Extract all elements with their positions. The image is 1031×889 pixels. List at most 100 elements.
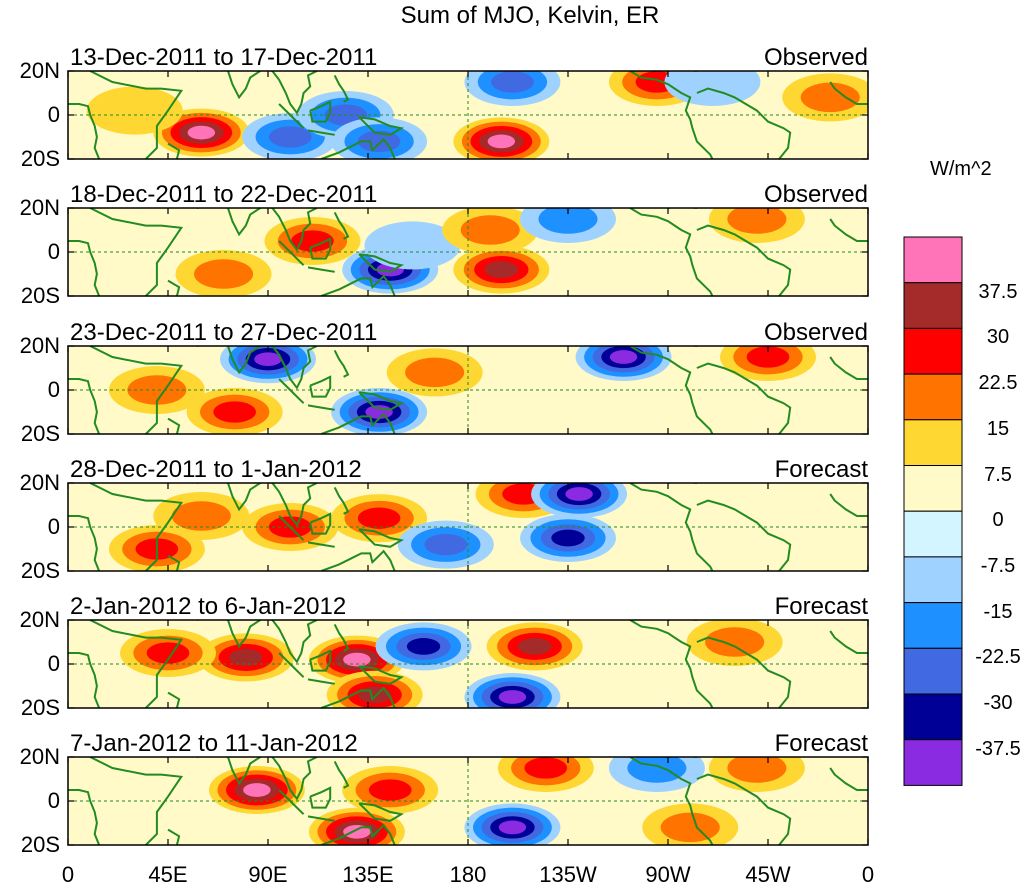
coastline — [278, 378, 305, 404]
anomaly-blob — [464, 673, 561, 708]
colorbar-swatch — [903, 556, 963, 604]
panel-status: Forecast — [774, 456, 868, 483]
colorbar-swatch — [903, 739, 963, 786]
lon-tick-label: 135E — [342, 862, 394, 887]
coastline — [89, 620, 184, 708]
coastline — [307, 129, 335, 136]
panel-date-range: 18-Dec-2011 to 22-Dec-2011 — [70, 181, 378, 208]
anomaly-contour — [524, 757, 568, 779]
anomaly-contour — [406, 638, 441, 655]
coastline — [89, 757, 184, 845]
anomaly-contour — [538, 208, 598, 234]
coastline — [629, 757, 714, 845]
coastline — [320, 412, 396, 434]
anomaly-contour — [405, 357, 465, 388]
coastline — [629, 483, 714, 571]
anomaly-contour — [491, 71, 534, 93]
anomaly-blob — [520, 208, 616, 243]
lon-tick-label: 0 — [861, 862, 875, 887]
colorbar-swatch — [903, 373, 963, 421]
anomaly-blob — [342, 766, 439, 814]
panel-status: Observed — [763, 44, 868, 71]
colorbar-level-label: 22.5 — [978, 372, 1018, 395]
coastline — [196, 483, 318, 527]
coastline — [629, 620, 714, 708]
colorbar-swatch — [903, 419, 963, 466]
lat-tick-label: 0 — [47, 651, 60, 676]
anomaly-contour — [498, 690, 527, 704]
anomaly-contour — [727, 208, 787, 234]
coastline — [278, 652, 305, 678]
panel-date-range: 28-Dec-2011 to 1-Jan-2012 — [70, 456, 362, 483]
anomaly-blob — [520, 514, 616, 562]
colorbar-level-label: -15 — [983, 600, 1013, 623]
colorbar-level-label: -7.5 — [980, 554, 1016, 577]
coastline — [358, 391, 405, 411]
lat-tick-label: 20N — [19, 470, 60, 495]
coastline — [89, 483, 184, 571]
lon-tick-label: 90W — [645, 862, 691, 887]
colorbar-level-label: 15 — [986, 417, 1010, 440]
coastline — [333, 623, 350, 652]
anomaly-contour — [229, 649, 263, 666]
coastline — [196, 71, 318, 115]
coastline — [196, 346, 318, 390]
coastline — [829, 81, 868, 105]
coastline — [629, 71, 714, 159]
coastline — [309, 100, 332, 123]
lat-tick-label: 20S — [20, 695, 60, 720]
coastline — [320, 274, 396, 296]
anomaly-contour — [705, 627, 765, 657]
panel-status: Forecast — [774, 593, 868, 620]
colorbar-level-label: -37.5 — [975, 737, 1021, 760]
anomaly-contour — [727, 757, 787, 783]
anomaly-contour — [146, 642, 190, 664]
anomaly-contour — [187, 125, 216, 140]
coastline — [829, 218, 868, 242]
coastline — [68, 789, 101, 845]
colorbar-level-label: -22.5 — [975, 646, 1021, 669]
lon-tick-label: 180 — [449, 862, 487, 887]
anomaly-contour — [551, 529, 585, 547]
lat-tick-label: 20S — [20, 283, 60, 308]
lat-tick-label: 20N — [19, 58, 60, 83]
coastline — [167, 279, 181, 296]
lon-tick-label: 0 — [61, 862, 75, 887]
anomaly-blob — [442, 208, 539, 254]
lat-tick-label: 20S — [20, 558, 60, 583]
coastline — [68, 652, 101, 708]
coastline — [89, 208, 184, 296]
lon-tick-label: 45E — [148, 862, 188, 887]
lat-tick-label: 20N — [19, 333, 60, 358]
anomaly-contour — [357, 507, 401, 529]
anomaly-blob — [108, 366, 205, 414]
anomaly-blob — [486, 622, 583, 671]
anomaly-blob — [308, 807, 405, 845]
colorbar-level-label: 37.5 — [978, 280, 1018, 303]
colorbar-swatch — [903, 327, 963, 375]
panel-date-range: 23-Dec-2011 to 27-Dec-2011 — [70, 319, 378, 346]
anomaly-blob — [464, 803, 561, 845]
anomaly-contour — [254, 352, 282, 367]
coastline — [309, 237, 332, 260]
anomaly-contour — [424, 533, 468, 556]
anomaly-contour — [127, 375, 187, 405]
coastline — [829, 767, 868, 791]
anomaly-blob — [720, 346, 816, 381]
anomaly-blob — [186, 388, 283, 434]
coastline — [307, 541, 335, 548]
anomaly-contour — [368, 779, 412, 801]
lat-tick-label: 0 — [47, 788, 60, 813]
anomaly-blob — [531, 483, 628, 518]
colorbar-swatch — [903, 282, 963, 329]
panel-status: Observed — [763, 181, 868, 208]
map-panel-5 — [67, 619, 869, 709]
coastline — [333, 349, 350, 378]
map-panel-3 — [67, 345, 869, 435]
coastline — [68, 103, 101, 159]
lat-tick-label: 0 — [47, 239, 60, 264]
coastline — [167, 142, 181, 159]
lat-tick-label: 20N — [19, 607, 60, 632]
coastline — [196, 620, 318, 664]
anomaly-contour — [517, 638, 552, 655]
